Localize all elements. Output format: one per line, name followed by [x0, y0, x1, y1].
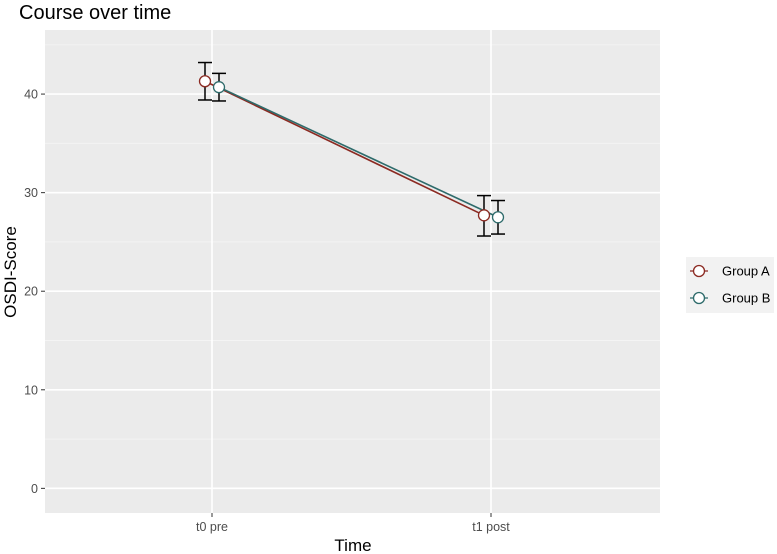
data-point	[477, 209, 491, 222]
legend: Group A Group B	[686, 257, 774, 313]
series-line	[218, 86, 499, 219]
plot-panel	[45, 30, 660, 513]
x-axis: t0 pre t1 post	[196, 513, 510, 534]
legend-key	[689, 288, 709, 308]
x-axis-title: Time	[334, 536, 371, 554]
x-tick-label: t1 post	[472, 520, 510, 534]
gridlines	[45, 30, 660, 513]
y-tick-label: 0	[31, 482, 38, 496]
y-tick-label: 20	[24, 285, 38, 299]
y-tick-label: 30	[24, 186, 38, 200]
y-axis: 0 10 20 30 40	[24, 88, 45, 496]
y-tick-label: 10	[24, 383, 38, 397]
legend-label: Group B	[722, 291, 770, 306]
legend-key	[689, 261, 709, 281]
series-layer	[198, 61, 505, 237]
chart-title: Course over time	[19, 2, 171, 24]
data-point	[212, 81, 226, 94]
y-tick-label: 40	[24, 88, 38, 102]
data-point	[491, 211, 505, 224]
data-point	[198, 75, 212, 88]
legend-label: Group A	[722, 264, 770, 279]
y-axis-title: OSDI-Score	[1, 226, 20, 318]
series-line	[204, 80, 485, 217]
x-tick-label: t0 pre	[196, 520, 228, 534]
